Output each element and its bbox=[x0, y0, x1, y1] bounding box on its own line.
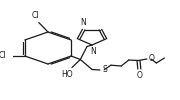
Text: O: O bbox=[136, 71, 142, 80]
Text: HO: HO bbox=[61, 70, 73, 79]
Text: Cl: Cl bbox=[0, 51, 6, 60]
Text: S: S bbox=[103, 66, 107, 74]
Text: N: N bbox=[80, 18, 86, 27]
Text: N: N bbox=[90, 47, 96, 56]
Text: Cl: Cl bbox=[31, 11, 39, 20]
Text: O: O bbox=[149, 54, 155, 63]
